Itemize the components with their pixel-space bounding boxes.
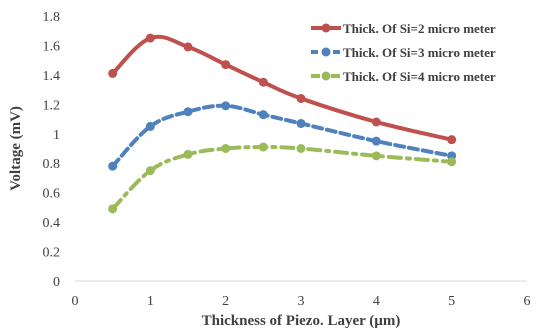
y-tick-label: 1.8	[43, 10, 61, 25]
data-point	[371, 151, 381, 161]
data-point	[183, 42, 193, 52]
data-point	[221, 101, 231, 111]
legend-marker	[321, 23, 331, 33]
x-tick-label: 2	[222, 294, 229, 309]
y-tick-label: 0.6	[43, 187, 61, 202]
legend-marker	[321, 47, 331, 57]
series-line	[110, 145, 454, 211]
data-point	[296, 144, 306, 153]
y-tick-label: 0.4	[43, 216, 61, 231]
data-point	[447, 135, 457, 145]
data-point	[108, 204, 118, 214]
series-1	[108, 33, 457, 145]
data-point	[371, 117, 381, 127]
y-tick-label: 0.8	[43, 157, 61, 172]
data-point	[145, 33, 155, 43]
y-tick-label: 1.6	[43, 39, 61, 54]
y-tick-label: 1.4	[43, 69, 61, 84]
x-tick-label: 0	[72, 294, 79, 309]
y-tick-label: 1	[53, 128, 60, 143]
x-tick-label: 6	[524, 294, 531, 309]
data-point	[296, 118, 306, 128]
data-point	[258, 142, 268, 152]
legend-label: Thick. Of Si=3 micro meter	[343, 45, 496, 60]
data-point	[221, 60, 231, 70]
legend-marker	[321, 71, 331, 81]
data-point	[145, 166, 155, 176]
data-point	[371, 136, 381, 146]
legend-label: Thick. Of Si=2 micro meter	[343, 21, 496, 36]
x-axis-ticks: 0 1 2 3 4 5 6	[72, 294, 531, 309]
data-point	[108, 161, 118, 171]
data-point	[258, 77, 268, 87]
legend-item: Thick. Of Si=2 micro meter	[311, 21, 496, 36]
data-point	[447, 157, 457, 167]
data-point	[183, 107, 193, 117]
y-tick-label: 1.2	[43, 98, 61, 113]
data-point	[145, 121, 155, 131]
legend: Thick. Of Si=2 micro meter Thick. Of Si=3…	[311, 21, 496, 84]
x-tick-label: 1	[147, 294, 154, 309]
series-3	[108, 142, 457, 214]
y-tick-label: 0	[53, 275, 60, 290]
legend-item: Thick. Of Si=4 micro meter	[311, 69, 496, 84]
data-point	[183, 149, 193, 159]
y-axis-title: Voltage (mV)	[8, 106, 24, 191]
data-point	[108, 68, 118, 78]
legend-label: Thick. Of Si=4 micro meter	[343, 69, 496, 84]
data-point	[258, 110, 268, 120]
series-2	[108, 101, 457, 171]
series-layer	[108, 33, 457, 214]
y-axis-ticks: 0 0.2 0.4 0.6 0.8 1 1.2 1.4 1.6 1.8	[43, 10, 61, 290]
x-tick-label: 5	[448, 294, 455, 309]
data-point	[296, 93, 306, 103]
x-tick-label: 3	[298, 294, 305, 309]
x-axis-title: Thickness of Piezo. Layer (µm)	[202, 313, 401, 329]
y-tick-label: 0.2	[43, 246, 61, 261]
data-point	[221, 144, 231, 153]
x-tick-label: 4	[373, 294, 380, 309]
legend-item: Thick. Of Si=3 micro meter	[311, 45, 496, 60]
